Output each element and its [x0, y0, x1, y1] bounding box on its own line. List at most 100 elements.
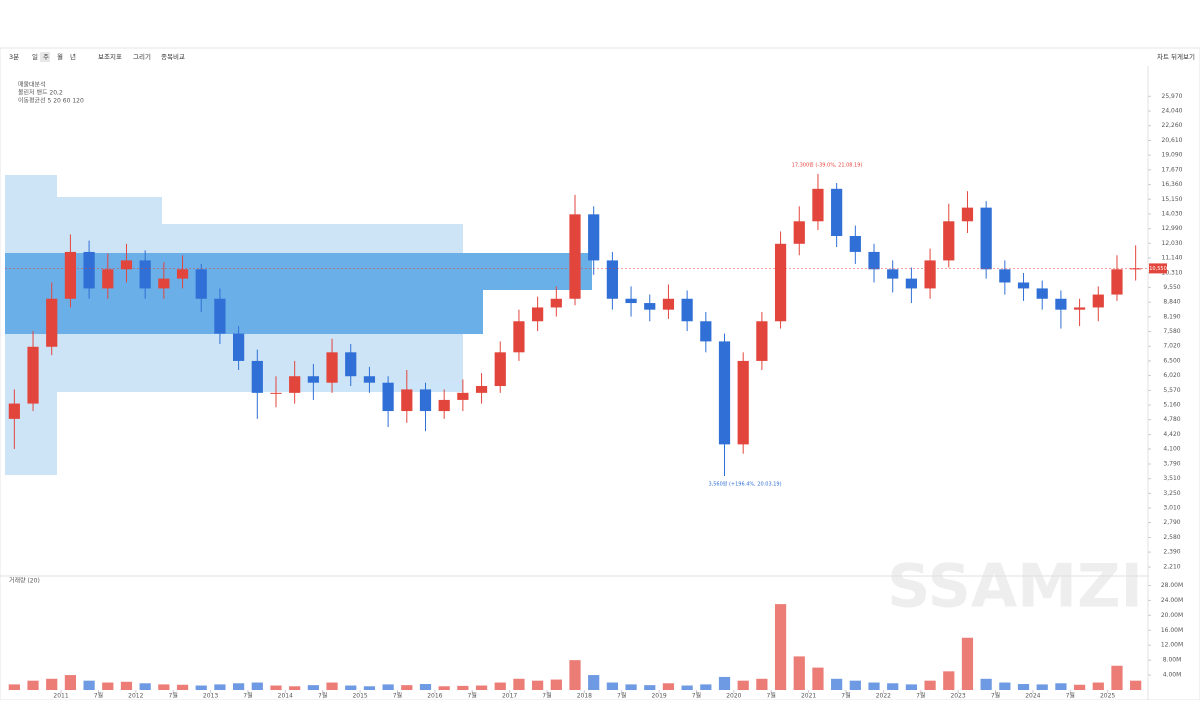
volume-bar [700, 684, 712, 690]
y-tick-label: 4,100 [1163, 445, 1180, 452]
candle-body [1036, 288, 1048, 299]
candle-body [251, 360, 263, 393]
watermark: SSAMZI [887, 552, 1143, 622]
y-tick-label: 24,040 [1162, 108, 1183, 115]
volume-bar [83, 680, 95, 690]
chart-option[interactable]: 차트 뒤게보기 [1157, 52, 1195, 61]
y-tick-label: 12,030 [1162, 240, 1183, 247]
volume-bar [64, 675, 77, 690]
x-tick-label: 7월 [841, 692, 850, 700]
x-tick-label: 2023 [950, 693, 965, 700]
candle-body [737, 360, 749, 445]
candle-body [8, 403, 20, 419]
profile-bar [5, 290, 483, 334]
tool-button[interactable]: 보조지표 [98, 52, 122, 61]
candle-body [1055, 298, 1067, 310]
candle-body [943, 221, 955, 261]
volume-bar [999, 682, 1011, 690]
candle-body [606, 260, 618, 299]
candle-body [139, 260, 151, 289]
volume-bar [737, 680, 749, 690]
x-tick-label: 7월 [692, 692, 701, 700]
interval[interactable]: 일 [32, 52, 38, 61]
x-tick-label: 7월 [94, 692, 103, 700]
candle-body [102, 269, 114, 289]
tool-button[interactable]: 종목비교 [161, 52, 185, 61]
x-tick-label: 7월 [169, 692, 178, 700]
volume-bar [532, 680, 544, 690]
volume-bar [494, 682, 506, 690]
volume-bar [158, 684, 170, 690]
candle-body [924, 260, 936, 289]
candle-body [980, 207, 992, 270]
interval[interactable]: 년 [70, 52, 76, 61]
candle-body [83, 251, 95, 289]
y-tick-label: 3,250 [1163, 490, 1180, 497]
candle-body [46, 298, 58, 347]
y-tick-label: 10,310 [1162, 269, 1183, 276]
volume-bar [307, 685, 319, 690]
x-tick-label: 2024 [1025, 693, 1040, 700]
volume-bar [905, 684, 917, 690]
last-price-label: 10,550 [1149, 266, 1167, 272]
volume-bar [793, 656, 805, 690]
x-tick-label: 2016 [427, 693, 442, 700]
candle-body [513, 321, 525, 353]
candle-body [419, 389, 432, 412]
candle-body [569, 214, 581, 299]
volume-bar [831, 678, 843, 690]
candle-body [681, 298, 693, 322]
candle-body [793, 221, 805, 244]
x-tick-label: 7월 [468, 692, 477, 700]
y2-tick-label: 20.00M [1161, 612, 1183, 619]
y-tick-label: 7,580 [1163, 328, 1180, 335]
y-tick-label: 2,580 [1163, 534, 1180, 541]
volume-bar [1017, 684, 1030, 690]
candle-body [494, 352, 506, 387]
period-select[interactable]: 3분 [9, 53, 19, 61]
candle-body [887, 269, 899, 279]
y-tick-label: 16,360 [1162, 181, 1183, 188]
y2-tick-label: 4.00M [1163, 672, 1182, 679]
candle-body [1092, 294, 1104, 308]
candle-body [662, 298, 675, 310]
volume-bar [1111, 665, 1123, 690]
volume-title: 거래량 (20) [9, 577, 40, 585]
candle-body [158, 278, 170, 289]
candle-body [214, 298, 226, 334]
volume-bar [868, 682, 880, 690]
candle-body [307, 376, 319, 383]
volume-bar [681, 685, 693, 690]
interval[interactable]: 주 [43, 53, 49, 61]
tool-button[interactable]: 그리기 [133, 52, 151, 61]
x-tick-label: 2011 [53, 693, 68, 700]
candle-body [718, 341, 731, 445]
candle-body [999, 269, 1011, 283]
candle-body [644, 303, 656, 310]
candle-body [532, 307, 544, 322]
candle-body [550, 298, 562, 308]
x-tick-label: 2025 [1100, 693, 1115, 700]
y-tick-label: 25,970 [1162, 93, 1183, 100]
candle-body [270, 392, 282, 394]
y-tick-label: 14,030 [1162, 210, 1183, 217]
volume-bar [1055, 683, 1067, 690]
x-tick-label: 2020 [726, 693, 741, 700]
volume-bar [1073, 684, 1086, 690]
volume-bar [662, 683, 675, 690]
x-tick-label: 7월 [393, 692, 402, 700]
y-tick-label: 12,990 [1162, 225, 1183, 232]
candle-body [1111, 269, 1123, 295]
volume-bar [251, 682, 263, 690]
legend-item: 볼린저 밴드 20,2 [18, 89, 63, 97]
y-tick-label: 4,780 [1163, 416, 1180, 423]
x-tick-label: 2017 [502, 693, 517, 700]
volume-bar [1036, 684, 1048, 690]
y-tick-label: 15,150 [1162, 196, 1183, 203]
x-tick-label: 7월 [1066, 692, 1075, 700]
high-annotation: 17,300원 (-39.0%, 21.08.19) [792, 162, 863, 169]
x-tick-label: 2015 [352, 693, 367, 700]
y-tick-label: 3,510 [1163, 475, 1180, 482]
legend-item: 이동평균선 5 20 60 120 [18, 97, 84, 105]
interval[interactable]: 월 [57, 52, 63, 61]
